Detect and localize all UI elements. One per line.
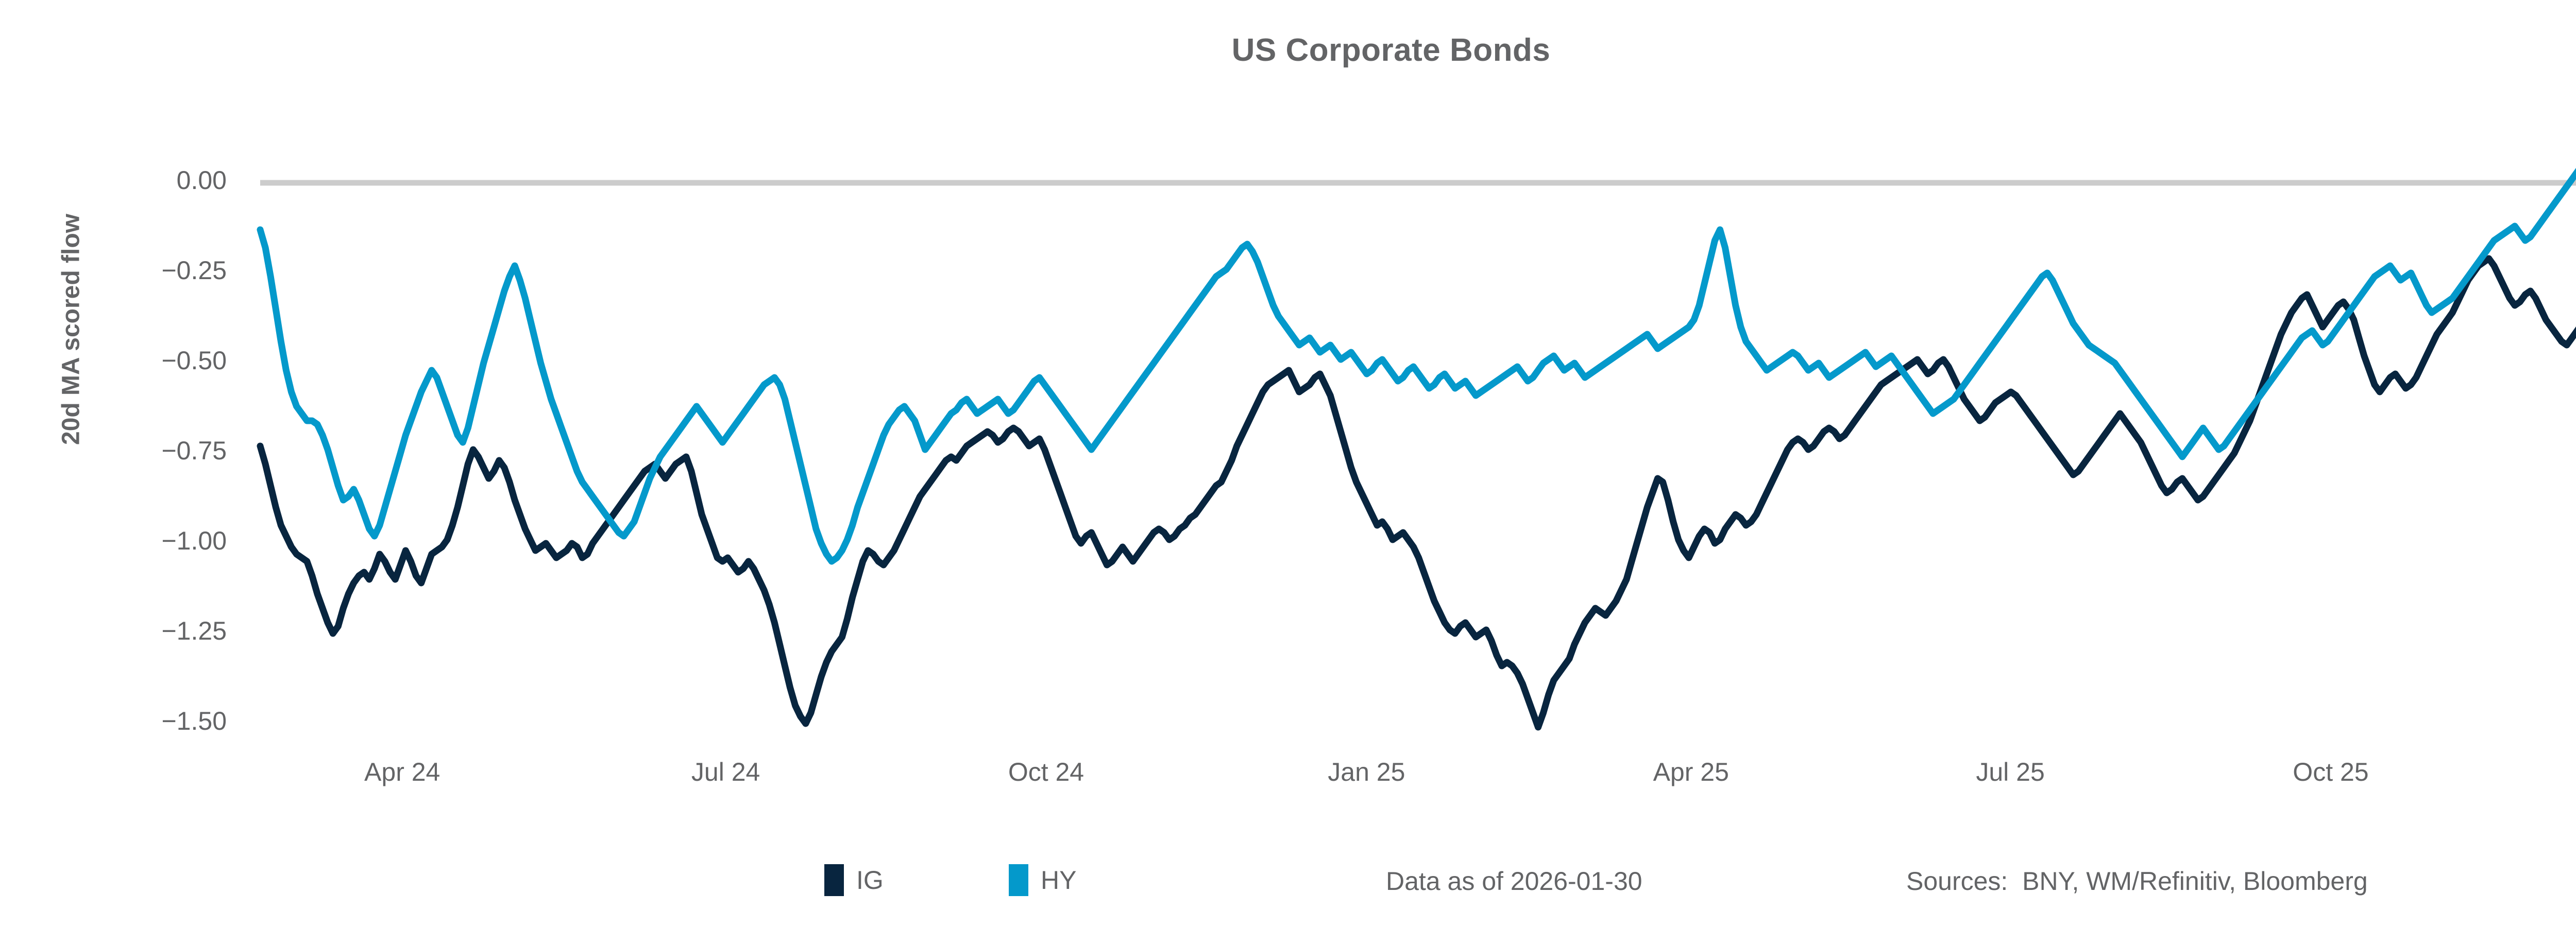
x-axis-tick-label: Oct 24 — [1008, 758, 1084, 786]
x-axis-tick-label: Apr 25 — [1653, 758, 1729, 786]
legend-swatch-hy — [1009, 864, 1028, 896]
y-axis-tick-label: 0.00 — [176, 166, 227, 195]
y-axis-tick-label: −0.25 — [161, 256, 227, 285]
x-axis-tick-label: Jan 25 — [1328, 758, 1405, 786]
chart-title: US Corporate Bonds — [1231, 32, 1551, 68]
sources-text: Sources: BNY, WM/Refinitiv, Bloomberg — [1906, 867, 2368, 896]
series-line-hy — [257, 167, 2576, 565]
x-axis-tick-label: Jul 24 — [691, 758, 760, 786]
x-axis-tick-label: Jul 25 — [1976, 758, 2045, 786]
legend: IG HY Data as of 2026-01-30 Sources: BNY… — [0, 855, 2576, 912]
y-axis-tick-label: −1.25 — [161, 616, 227, 645]
series-line-ig — [257, 255, 2576, 731]
legend-label-hy: HY — [1041, 866, 1077, 895]
y-axis-tick-label: −0.75 — [161, 436, 227, 465]
y-axis-tick-label: −1.50 — [161, 707, 227, 735]
legend-item-ig[interactable]: IG — [824, 864, 884, 896]
y-axis-tick-label: −0.50 — [161, 346, 227, 375]
y-axis-tick-label: −1.00 — [161, 526, 227, 555]
legend-item-hy[interactable]: HY — [1009, 864, 1076, 896]
data-as-of-text: Data as of 2026-01-30 — [1386, 867, 1642, 896]
legend-swatch-ig — [824, 864, 844, 896]
x-axis-tick-label: Apr 24 — [364, 758, 440, 786]
x-axis-tick-label: Oct 25 — [2293, 758, 2369, 786]
legend-label-ig: IG — [856, 866, 884, 895]
y-axis-tick-group: 0.00 −0.25 −0.50 −0.75 −1.00 −1.25 −1.50 — [52, 0, 227, 927]
